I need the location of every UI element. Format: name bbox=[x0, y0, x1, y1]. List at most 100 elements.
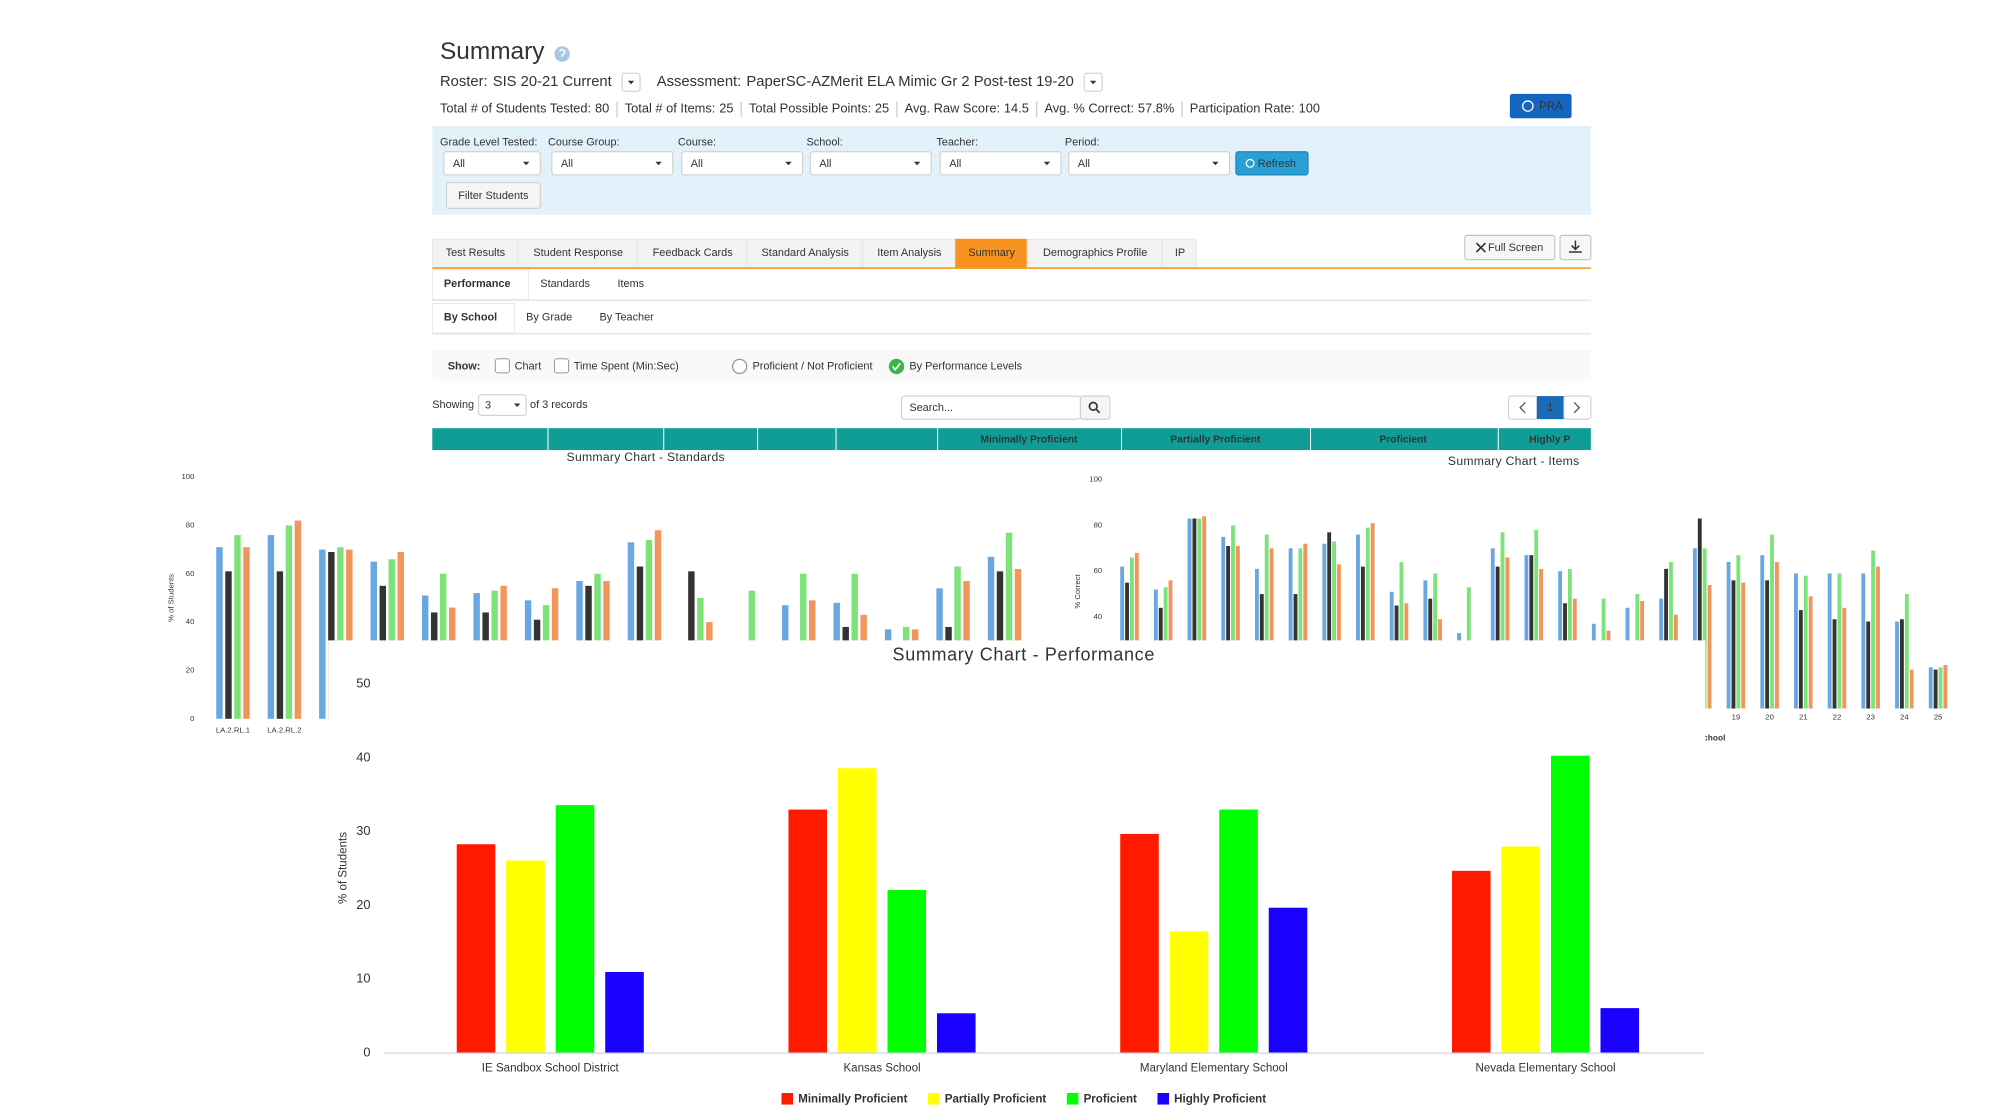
legend-label: Highly Proficient bbox=[1174, 1093, 1266, 1105]
bar bbox=[328, 552, 335, 719]
tab[interactable] bbox=[955, 238, 1027, 268]
x-tick-label: Maryland Elementary School bbox=[1140, 1063, 1288, 1075]
full-screen-icon bbox=[1475, 242, 1487, 253]
options-bar bbox=[432, 349, 1591, 381]
bar bbox=[267, 535, 275, 719]
bar bbox=[1005, 532, 1013, 719]
subtab-label[interactable]: Performance bbox=[444, 278, 511, 290]
filter-select[interactable] bbox=[809, 151, 932, 176]
checkbox[interactable] bbox=[494, 358, 510, 374]
y-tick-label: 50 bbox=[356, 675, 370, 690]
radio[interactable] bbox=[888, 358, 905, 375]
chart-title: Summary Chart - Performance bbox=[893, 645, 1155, 665]
filter-label: Grade Level Tested: bbox=[440, 137, 537, 149]
bar bbox=[337, 547, 344, 719]
prev-page[interactable] bbox=[1508, 395, 1538, 420]
tab-label: Demographics Profile bbox=[1043, 247, 1147, 259]
bar bbox=[1192, 518, 1197, 709]
full-screen-button[interactable] bbox=[1464, 234, 1556, 261]
bar bbox=[1895, 621, 1899, 709]
bar bbox=[1861, 573, 1866, 709]
tab[interactable] bbox=[637, 238, 747, 268]
filter-select[interactable] bbox=[551, 151, 674, 176]
checkbox[interactable] bbox=[553, 358, 570, 374]
bar bbox=[1943, 665, 1948, 709]
filter-select[interactable] bbox=[443, 151, 541, 176]
page-size-select[interactable] bbox=[478, 394, 527, 416]
filter-label: Course: bbox=[678, 137, 716, 149]
y-tick-label: 100 bbox=[182, 472, 195, 481]
caret bbox=[785, 161, 792, 166]
tab[interactable] bbox=[862, 238, 955, 268]
stat-label: Avg. % Correct: bbox=[1044, 101, 1134, 116]
subtab-label[interactable]: By Teacher bbox=[599, 312, 654, 324]
tab-label: Feedback Cards bbox=[653, 247, 734, 259]
pra-label: PRA bbox=[1539, 101, 1563, 113]
bar bbox=[1332, 541, 1337, 709]
subtab-active bbox=[431, 269, 530, 300]
subtab-label[interactable]: By School bbox=[444, 312, 497, 324]
bar bbox=[1702, 548, 1707, 709]
bar bbox=[370, 561, 377, 719]
bar bbox=[555, 805, 595, 1054]
bar bbox=[1202, 516, 1207, 709]
stat-label: Participation Rate: bbox=[1190, 101, 1295, 116]
tab[interactable] bbox=[1162, 238, 1197, 268]
search-placeholder: Search... bbox=[909, 402, 953, 414]
search-button[interactable] bbox=[1079, 395, 1111, 420]
bar bbox=[788, 809, 828, 1054]
bar bbox=[1534, 529, 1539, 709]
assessment-label: Assessment: bbox=[657, 74, 742, 90]
x-tick-label: 22 bbox=[1833, 713, 1842, 722]
stat-label: Total # of Items: bbox=[625, 101, 716, 116]
subtab-label[interactable]: By Grade bbox=[526, 312, 572, 324]
subtab-label[interactable]: Items bbox=[617, 278, 644, 290]
bar bbox=[1529, 555, 1534, 709]
bar bbox=[1899, 619, 1904, 709]
refresh-button[interactable] bbox=[1235, 151, 1309, 176]
radio[interactable] bbox=[731, 358, 748, 375]
filter-select[interactable] bbox=[939, 151, 1062, 176]
chart-title: Summary Chart - Standards bbox=[567, 450, 725, 464]
stat-value: 100 bbox=[1299, 101, 1320, 116]
filter-select[interactable] bbox=[681, 151, 804, 176]
bar bbox=[1288, 548, 1293, 709]
y-tick-label: 20 bbox=[186, 665, 195, 674]
bar bbox=[276, 571, 284, 719]
tab-label: Test Results bbox=[446, 247, 506, 259]
x-tick-label: Kansas School bbox=[843, 1063, 920, 1075]
filter-value: All bbox=[691, 158, 703, 170]
pra-button[interactable] bbox=[1509, 93, 1572, 119]
radio-label: Proficient / Not Proficient bbox=[752, 360, 872, 372]
bar bbox=[1187, 518, 1192, 709]
page-title: Summary bbox=[440, 38, 545, 65]
filter-students-button[interactable] bbox=[445, 182, 541, 209]
filter-select[interactable] bbox=[1068, 151, 1231, 176]
x-tick-label: 25 bbox=[1934, 713, 1943, 722]
bar bbox=[1264, 534, 1269, 709]
current-page[interactable] bbox=[1536, 396, 1564, 420]
bar bbox=[234, 535, 241, 719]
tab[interactable] bbox=[431, 238, 518, 268]
legend-label: Partially Proficient bbox=[945, 1093, 1047, 1105]
refresh-label: Refresh bbox=[1258, 158, 1296, 170]
next-page[interactable] bbox=[1563, 395, 1592, 420]
subtab-label[interactable]: Standards bbox=[540, 278, 590, 290]
subtab-active bbox=[431, 303, 515, 334]
bar bbox=[388, 559, 395, 719]
help-mark bbox=[558, 48, 566, 57]
checkbox-label: Chart bbox=[515, 360, 542, 372]
tab[interactable] bbox=[1027, 238, 1162, 268]
bar bbox=[1197, 518, 1202, 709]
bar bbox=[1226, 546, 1231, 709]
bar bbox=[1697, 518, 1702, 709]
tab[interactable] bbox=[746, 238, 863, 268]
bar bbox=[1539, 568, 1544, 709]
full-screen-label: Full Screen bbox=[1488, 242, 1543, 254]
stat-value: 57.8% bbox=[1138, 101, 1174, 116]
y-tick-label: 100 bbox=[1089, 475, 1102, 484]
bar bbox=[1365, 527, 1370, 709]
tab-label: Summary bbox=[968, 247, 1015, 259]
bar bbox=[294, 520, 302, 719]
